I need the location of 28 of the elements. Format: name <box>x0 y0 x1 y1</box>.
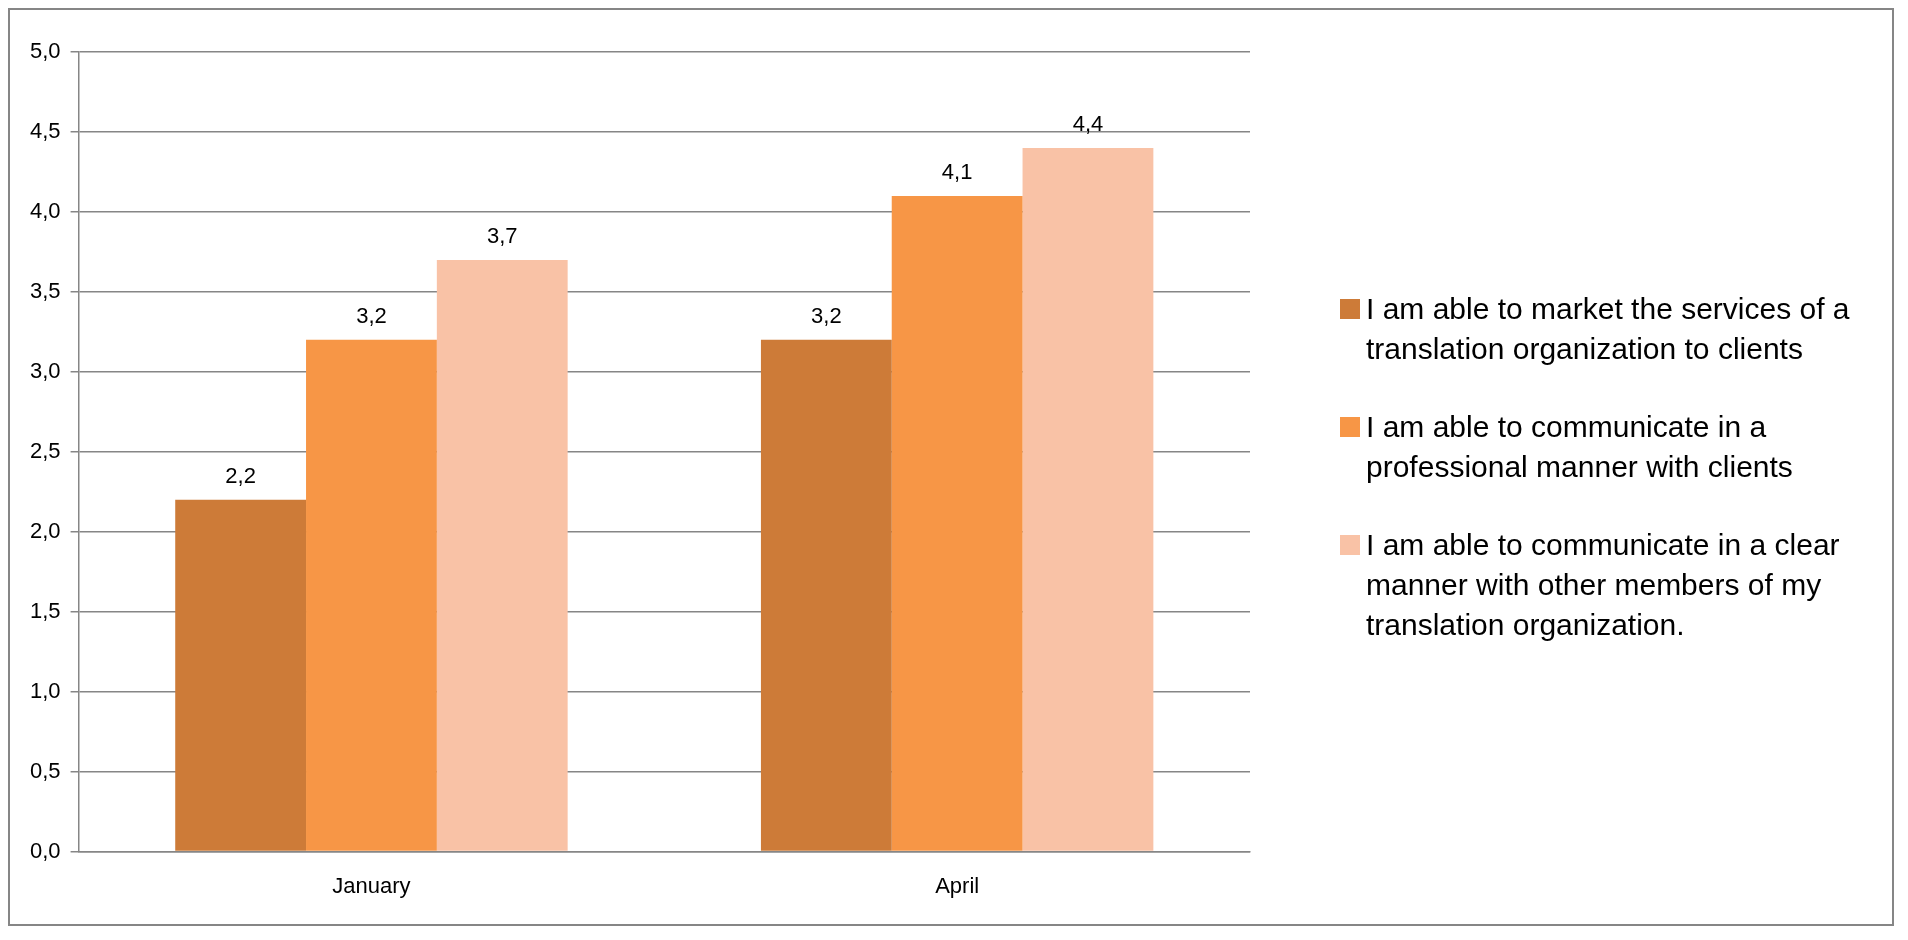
data-label: 2,2 <box>225 462 256 488</box>
bar <box>891 195 1023 851</box>
y-tick-label: 5,0 <box>29 38 61 64</box>
legend-label: I am able to communicate in a professional manner with clients <box>1366 409 1794 485</box>
y-tick-label: 2,5 <box>29 437 61 463</box>
y-tick-label: 2,0 <box>29 517 61 543</box>
data-label: 3,2 <box>356 302 387 328</box>
bar <box>175 499 307 851</box>
data-label: 3,7 <box>486 222 518 248</box>
data-label: 3,2 <box>811 302 842 328</box>
data-label: 4,1 <box>941 158 973 184</box>
bar <box>1022 147 1154 851</box>
y-tick-label: 0,5 <box>29 757 61 783</box>
y-tick-label: 0,0 <box>29 837 61 863</box>
bar <box>306 339 437 851</box>
x-tick-label: April <box>935 872 980 898</box>
y-tick-label: 1,0 <box>29 677 61 703</box>
legend-label: I am able to market the services of a translation organization to clients <box>1366 291 1851 367</box>
y-tick-label: 4,5 <box>29 118 61 144</box>
bar <box>436 259 568 851</box>
legend-label: I am able to communicate in a clear manner with other members of my translation organization. <box>1366 527 1841 643</box>
y-tick-label: 4,0 <box>29 197 61 223</box>
data-label: 4,4 <box>1072 111 1104 137</box>
y-tick-label: 1,5 <box>29 597 61 623</box>
y-tick-label: 3,0 <box>29 357 61 383</box>
x-tick-label: January <box>332 872 411 898</box>
y-tick-label: 3,5 <box>29 277 61 303</box>
bar <box>760 339 892 851</box>
